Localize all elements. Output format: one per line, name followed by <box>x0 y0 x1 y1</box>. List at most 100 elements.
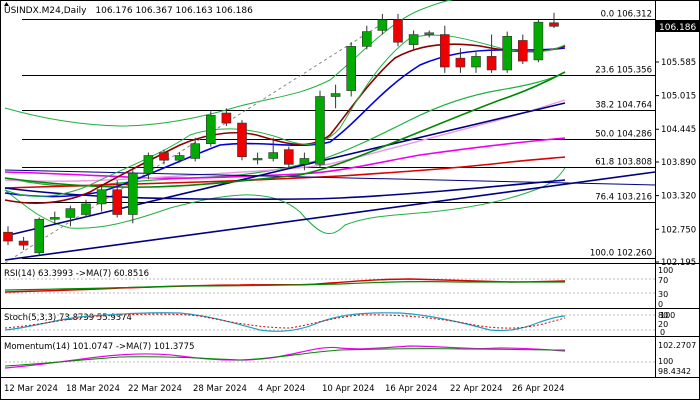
bullish-candle[interactable] <box>252 152 263 165</box>
candle-body <box>221 112 232 124</box>
candle-body <box>206 115 216 145</box>
price-tick-label: 104.445 <box>661 125 696 135</box>
price-tick-label: 102.750 <box>661 225 696 235</box>
bearish-candle[interactable] <box>486 34 497 73</box>
bullish-candle[interactable] <box>49 211 60 224</box>
bullish-candle[interactable] <box>471 52 481 73</box>
bollinger-lower-band <box>4 167 566 235</box>
bullish-candle[interactable] <box>502 31 513 73</box>
bearish-candle[interactable] <box>18 236 29 250</box>
bearish-candle[interactable] <box>283 146 294 169</box>
bullish-candle[interactable] <box>268 137 279 162</box>
fib-level-label: 50.0 104.286 <box>595 130 652 140</box>
candle-body <box>502 36 513 71</box>
bearish-candle[interactable] <box>549 12 559 29</box>
main-price-panel[interactable]: 0.0 106.312 23.6 105.356 38.2 104.764 50.0 … <box>3 0 700 268</box>
candle-body <box>143 155 154 174</box>
price-tick-label: 105.015 <box>661 92 696 102</box>
fib-level-label: 23.6 105.356 <box>595 66 652 76</box>
date-label: 22 Mar 2024 <box>128 384 182 394</box>
candlestick-series[interactable] <box>3 12 559 256</box>
candle-body <box>65 208 76 218</box>
candle-body <box>471 56 481 68</box>
bullish-candle[interactable] <box>408 30 419 50</box>
ohlc-values: 106.176 106.367 106.163 106.186 <box>95 6 253 16</box>
rsi-tick: 0 <box>658 300 663 309</box>
rsi-tick: 70 <box>658 276 668 285</box>
bullish-candle[interactable] <box>330 84 341 109</box>
stoch-tick: 80 <box>658 311 668 320</box>
candle-body <box>455 57 466 68</box>
price-tick-label: 102.195 <box>661 258 696 268</box>
bullish-candle[interactable] <box>424 30 435 38</box>
stochastic-panel[interactable]: Stoch(5,3,3) 73.8739 55.9374 80 100 20 0 <box>4 311 675 337</box>
bearish-candle[interactable] <box>221 108 232 127</box>
momentum-panel[interactable]: Momentum(14) 101.0747 ->MA(7) 101.3775 1… <box>4 341 696 376</box>
bullish-candle[interactable] <box>174 152 185 163</box>
bullish-candle[interactable] <box>34 217 45 256</box>
candle-body <box>159 152 169 161</box>
candle-body <box>517 40 528 62</box>
bullish-candle[interactable] <box>65 205 76 227</box>
price-tick-label: 103.890 <box>661 158 696 168</box>
ma-200-line <box>4 156 566 189</box>
bearish-candle[interactable] <box>517 34 528 65</box>
bullish-candle[interactable] <box>361 25 372 50</box>
bearish-candle[interactable] <box>3 226 13 246</box>
current-price-marker <box>656 20 700 32</box>
stoch-tick: 20 <box>658 320 668 329</box>
stoch-label: Stoch(5,3,3) 73.8739 55.9374 <box>4 313 132 323</box>
candle-body <box>237 122 247 157</box>
ma-fast-darkred <box>4 43 566 204</box>
bullish-candle[interactable] <box>299 152 310 171</box>
date-label: 4 Apr 2024 <box>258 384 305 394</box>
ma-100-line <box>4 137 566 179</box>
bullish-candle[interactable] <box>96 186 107 212</box>
price-axis: 105.585 105.015 104.445 103.890 103.320 102.7… <box>655 58 696 268</box>
candle-body <box>549 22 559 27</box>
bullish-candle[interactable] <box>206 111 216 147</box>
bearish-candle[interactable] <box>159 149 169 165</box>
collapse-triangle-icon[interactable] <box>4 2 9 6</box>
bullish-candle[interactable] <box>533 19 544 63</box>
candle-body <box>190 143 200 159</box>
bearish-candle[interactable] <box>439 25 450 73</box>
momentum-label: Momentum(14) 101.0747 ->MA(7) 101.3775 <box>4 342 194 352</box>
date-label: 10 Apr 2024 <box>322 384 375 394</box>
candle-body <box>393 19 403 43</box>
trendline-secondary <box>4 169 656 186</box>
candle-body <box>299 158 310 165</box>
candle-body <box>49 217 60 220</box>
bearish-candle[interactable] <box>455 48 466 73</box>
time-axis: 12 Mar 2024 18 Mar 2024 22 Mar 2024 28 M… <box>4 384 565 394</box>
rsi-label: RSI(14) 63.3993 ->MA(7) 60.8516 <box>4 269 149 279</box>
momentum-line <box>4 345 566 369</box>
bullish-candle[interactable] <box>143 152 154 180</box>
candle-body <box>174 155 185 161</box>
bullish-candle[interactable] <box>128 170 138 224</box>
bullish-candle[interactable] <box>190 137 200 162</box>
candle-body <box>268 152 279 159</box>
fib-level-label: 100.0 102.260 <box>590 249 652 259</box>
candle-body <box>424 32 435 35</box>
rsi-panel[interactable]: RSI(14) 63.3993 ->MA(7) 60.8516 100 70 3… <box>4 266 673 309</box>
date-label: 16 Apr 2024 <box>385 384 438 394</box>
date-label: 12 Mar 2024 <box>4 384 58 394</box>
bearish-candle[interactable] <box>393 13 403 47</box>
bearish-candle[interactable] <box>112 180 122 218</box>
bollinger-upper-band <box>4 0 453 127</box>
bullish-candle[interactable] <box>346 42 357 97</box>
bullish-candle[interactable] <box>81 199 91 218</box>
bullish-candle[interactable] <box>315 90 325 168</box>
date-label: 18 Mar 2024 <box>66 384 120 394</box>
momentum-tick: 100 <box>658 357 673 366</box>
bullish-candle[interactable] <box>377 13 388 35</box>
bearish-candle[interactable] <box>237 120 247 161</box>
stoch-tick: 0 <box>660 328 665 337</box>
chart-header-ohlc: USINDX.M24,Daily 106.176 106.367 106.163… <box>4 6 253 16</box>
price-tick-label: 105.585 <box>661 58 696 68</box>
date-label: 22 Apr 2024 <box>450 384 503 394</box>
momentum-tick: 98.4342 <box>658 367 691 376</box>
candle-body <box>18 240 29 246</box>
